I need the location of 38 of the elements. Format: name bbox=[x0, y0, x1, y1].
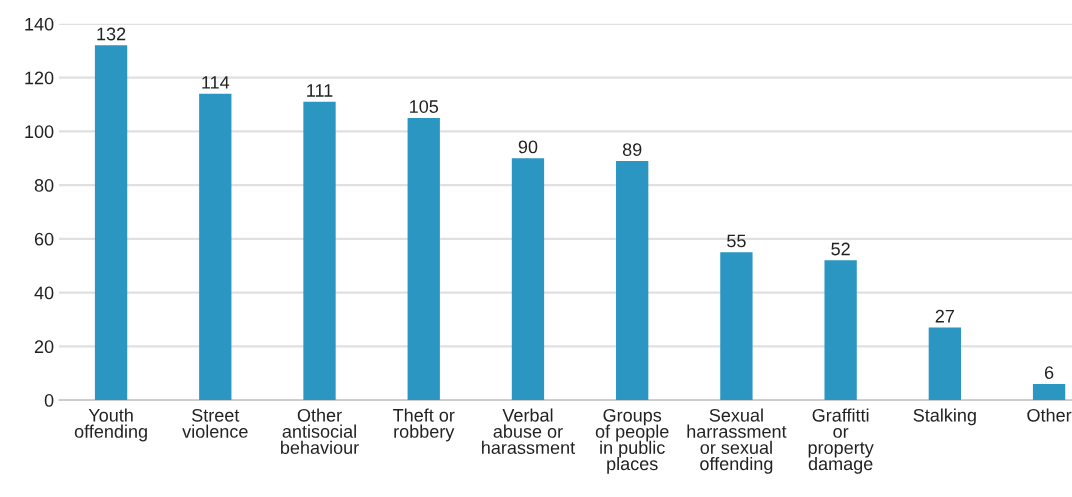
bar bbox=[928, 327, 961, 401]
x-tick-label: Stalking bbox=[913, 408, 976, 426]
x-tick-label: Other antisocial behaviour bbox=[281, 408, 359, 455]
y-tick-label: 140 bbox=[25, 17, 54, 31]
bar bbox=[511, 158, 545, 401]
data-label: 6 bbox=[1044, 366, 1054, 379]
bar bbox=[407, 117, 440, 401]
x-tick-label: Other bbox=[1027, 408, 1072, 422]
data-label: 89 bbox=[622, 143, 642, 156]
bar bbox=[824, 260, 857, 401]
y-tick-label: 20 bbox=[34, 340, 54, 354]
data-label: 105 bbox=[410, 100, 439, 113]
bar bbox=[303, 101, 336, 401]
x-tick-label: Verbal abuse or harassment bbox=[482, 408, 575, 455]
y-tick-label: 60 bbox=[34, 232, 54, 246]
data-label: 114 bbox=[202, 76, 230, 89]
y-tick-label: 80 bbox=[34, 179, 54, 192]
bar bbox=[720, 252, 753, 401]
bar bbox=[1032, 383, 1066, 401]
x-tick-label: Graffitti or property damage bbox=[808, 408, 874, 474]
data-label: 111 bbox=[307, 84, 333, 97]
bar bbox=[616, 160, 649, 401]
x-tick-label: Youth offending bbox=[74, 408, 147, 442]
y-tick-label: 40 bbox=[34, 286, 54, 300]
data-label: 132 bbox=[97, 27, 126, 41]
x-tick-label: Groups of people in public places bbox=[595, 408, 669, 474]
data-label: 52 bbox=[831, 242, 850, 256]
x-tick-label: Sexual harrassment or sexual offending bbox=[687, 408, 787, 474]
y-tick-label: 100 bbox=[25, 125, 54, 139]
y-tick-label: 0 bbox=[44, 394, 54, 407]
data-label: 90 bbox=[518, 140, 538, 154]
data-label: 55 bbox=[727, 234, 746, 248]
bar bbox=[94, 45, 128, 401]
x-tick-label: Street violence bbox=[182, 408, 248, 438]
x-tick-label: Theft or robbery bbox=[393, 408, 455, 442]
bar bbox=[199, 93, 232, 401]
y-tick-label: 120 bbox=[25, 71, 54, 85]
data-label: 27 bbox=[935, 309, 954, 323]
